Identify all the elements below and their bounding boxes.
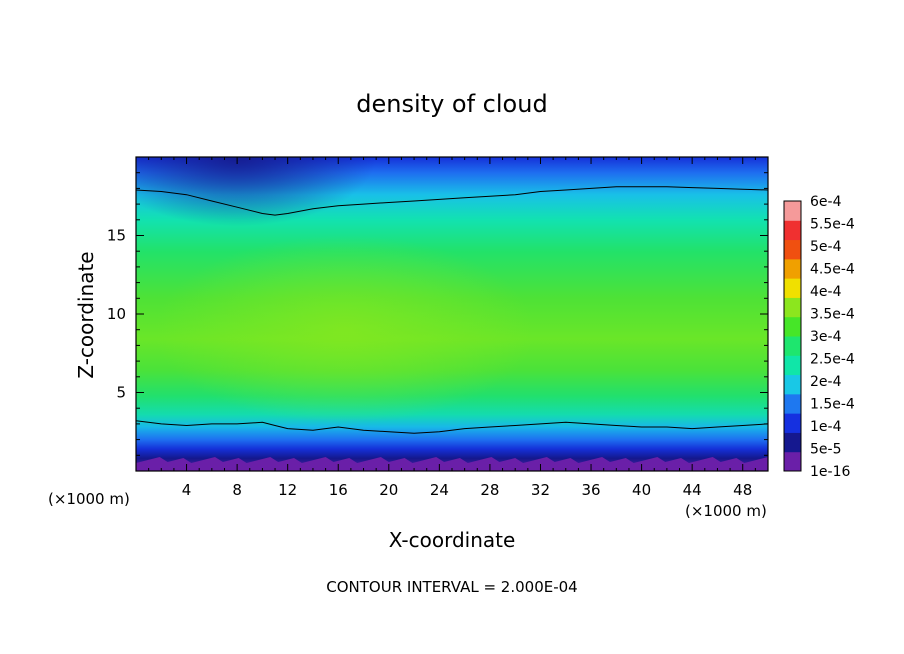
colorbar-label: 5.5e-4 <box>810 217 855 233</box>
x-tick-label: 8 <box>232 481 242 499</box>
colorbar-swatch <box>784 451 801 472</box>
x-axis-title: X-coordinate <box>389 528 516 552</box>
colorbar-label: 2.5e-4 <box>810 352 855 368</box>
colorbar-label: 2e-4 <box>810 374 842 390</box>
colorbar-swatch <box>784 220 801 241</box>
x-tick-label: 32 <box>531 481 550 499</box>
colorbar-label: 5e-4 <box>810 239 842 255</box>
y-axis-title: Z-coordinate <box>74 251 98 378</box>
mid-bright-patch <box>136 157 768 471</box>
colorbar-frame <box>783 200 802 472</box>
colorbar-label: 6e-4 <box>810 194 842 210</box>
x-axis-ticks: 4 8 12 16 20 24 28 32 36 40 44 48 <box>148 157 756 499</box>
y-tick-label: 15 <box>107 227 126 245</box>
colorbar-swatch <box>784 393 801 414</box>
bottom-purple-band <box>136 457 768 471</box>
colorbar-swatch <box>784 201 801 221</box>
colorbar-swatch <box>784 336 801 356</box>
colorbar-label: 4.5e-4 <box>810 262 855 278</box>
x-tick-label: 40 <box>632 481 651 499</box>
colorbar: 1e-16 5e-5 1e-4 1.5e-4 2e-4 2.5e-4 3e-4 3.5e-4 4… <box>783 194 855 480</box>
y-axis-ticks: 5 10 15 <box>107 172 768 456</box>
colorbar-label: 4e-4 <box>810 284 842 300</box>
x-tick-label: 48 <box>733 481 752 499</box>
x-tick-label: 44 <box>683 481 702 499</box>
contour-line-upper <box>136 186 768 216</box>
colorbar-label: 5e-5 <box>810 442 841 458</box>
x-unit-left: (×1000 m) <box>48 490 130 508</box>
x-tick-label: 28 <box>480 481 499 499</box>
contour-line-lower <box>136 420 768 434</box>
colorbar-swatch <box>784 297 801 318</box>
chart-title: density of cloud <box>356 90 547 118</box>
colorbar-swatch <box>784 258 801 279</box>
colorbar-label: 1.5e-4 <box>810 397 855 413</box>
colorbar-swatch <box>784 355 801 376</box>
x-tick-label: 36 <box>581 481 600 499</box>
colorbar-swatch <box>784 239 801 260</box>
contour-interval-note: CONTOUR INTERVAL = 2.000E-04 <box>326 578 577 596</box>
colorbar-swatch <box>784 278 801 298</box>
x-tick-label: 20 <box>379 481 398 499</box>
y-tick-label: 5 <box>116 384 126 402</box>
x-unit-right: (×1000 m) <box>685 502 767 520</box>
x-tick-label: 24 <box>430 481 449 499</box>
y-tick-label: 10 <box>107 305 126 323</box>
colorbar-label: 3.5e-4 <box>810 307 855 323</box>
colorbar-swatch <box>784 432 801 453</box>
colorbar-swatch <box>784 374 801 395</box>
colorbar-label: 3e-4 <box>810 329 842 345</box>
colorbar-swatch <box>784 413 801 433</box>
colorbar-label: 1e-4 <box>810 419 842 435</box>
x-tick-label: 16 <box>329 481 348 499</box>
colorbar-swatch <box>784 316 801 337</box>
x-tick-label: 4 <box>182 481 192 499</box>
colorbar-label: 1e-16 <box>810 464 850 480</box>
x-tick-label: 12 <box>278 481 297 499</box>
